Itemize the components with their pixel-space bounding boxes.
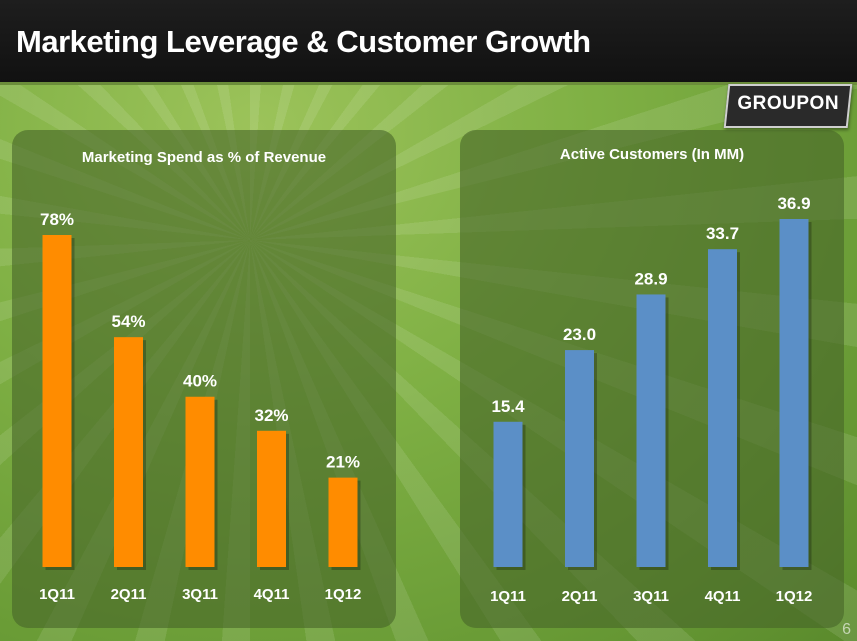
data-label-1q12: 36.9 bbox=[777, 194, 810, 213]
data-label-2q11: 54% bbox=[111, 312, 145, 331]
x-tick-label-2q11: 2Q11 bbox=[562, 588, 598, 605]
x-tick-label-1q12: 1Q12 bbox=[325, 586, 362, 603]
x-tick-label-4q11: 4Q11 bbox=[705, 588, 741, 605]
x-tick-label-1q11: 1Q11 bbox=[490, 588, 526, 605]
data-label-3q11: 40% bbox=[183, 372, 217, 391]
active-customers-panel: Active Customers (In MM) 15.4 1Q11 23.0 2Q1… bbox=[460, 130, 844, 628]
bar-1q11 bbox=[42, 235, 72, 567]
title-bar: Marketing Leverage & Customer Growth bbox=[0, 0, 857, 85]
x-tick-label-2q11: 2Q11 bbox=[111, 586, 147, 603]
data-label-4q11: 33.7 bbox=[706, 224, 739, 243]
bar-1q12 bbox=[328, 477, 358, 567]
x-tick-label-4q11: 4Q11 bbox=[254, 586, 290, 603]
data-label-1q12: 21% bbox=[326, 453, 360, 472]
data-label-1q11: 78% bbox=[40, 210, 74, 229]
x-tick-label-1q12: 1Q12 bbox=[776, 588, 813, 605]
data-label-3q11: 28.9 bbox=[634, 269, 667, 288]
bar-3q11 bbox=[185, 396, 215, 567]
data-label-1q11: 15.4 bbox=[491, 397, 525, 416]
data-label-4q11: 32% bbox=[254, 406, 288, 425]
groupon-logo: GROUPON bbox=[723, 84, 853, 128]
bar-2q11 bbox=[114, 337, 143, 567]
bar-1q11 bbox=[493, 421, 523, 567]
x-tick-label-3q11: 3Q11 bbox=[182, 586, 218, 603]
bar-4q11 bbox=[257, 430, 286, 567]
x-tick-label-1q11: 1Q11 bbox=[39, 586, 75, 603]
page-title: Marketing Leverage & Customer Growth bbox=[16, 24, 591, 59]
marketing-spend-chart: 78% 1Q11 54% 2Q11 40% 3Q11 32% 4Q11 21% 1Q12 bbox=[39, 210, 362, 603]
bar-2q11 bbox=[565, 350, 594, 567]
page-number: 6 bbox=[842, 621, 851, 638]
bar-3q11 bbox=[636, 294, 666, 567]
logo-text: GROUPON bbox=[737, 93, 840, 114]
bar-1q12 bbox=[779, 219, 809, 567]
bar-4q11 bbox=[708, 249, 737, 567]
marketing-spend-panel: Marketing Spend as % of Revenue 78% 1Q11 5… bbox=[12, 130, 396, 628]
active-customers-chart: 15.4 1Q11 23.0 2Q11 28.9 3Q11 33.7 4Q11 36.9 1Q12 bbox=[490, 194, 813, 605]
marketing-spend-chart-title: Marketing Spend as % of Revenue bbox=[81, 149, 327, 166]
x-tick-label-3q11: 3Q11 bbox=[633, 588, 669, 605]
data-label-2q11: 23.0 bbox=[563, 325, 596, 344]
active-customers-chart-title: Active Customers (In MM) bbox=[559, 146, 745, 163]
